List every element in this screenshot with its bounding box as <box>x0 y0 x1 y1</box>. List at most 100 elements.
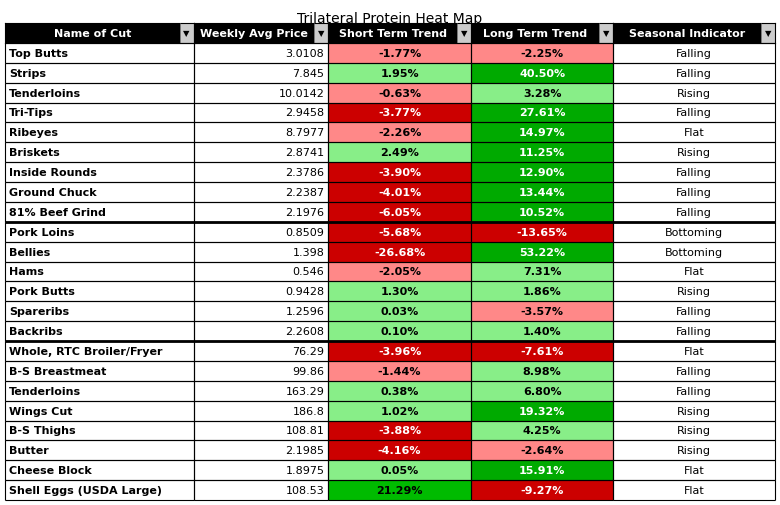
Bar <box>471 222 613 242</box>
Text: 0.546: 0.546 <box>292 267 324 277</box>
Bar <box>193 361 328 381</box>
Bar <box>328 341 471 361</box>
Bar <box>471 64 613 83</box>
Text: 53.22%: 53.22% <box>519 247 566 257</box>
Text: Butter: Butter <box>9 445 49 456</box>
Bar <box>5 104 193 123</box>
Text: 2.2608: 2.2608 <box>285 326 324 336</box>
Text: Falling: Falling <box>676 108 712 118</box>
Bar <box>193 104 328 123</box>
Bar <box>471 44 613 64</box>
Bar <box>5 163 193 183</box>
Bar <box>328 64 471 83</box>
Bar <box>193 440 328 461</box>
Text: Pork Butts: Pork Butts <box>9 287 75 297</box>
Bar <box>193 381 328 401</box>
Text: Name of Cut: Name of Cut <box>54 29 131 39</box>
Text: Falling: Falling <box>676 69 712 79</box>
Bar <box>328 421 471 440</box>
Text: Tenderloins: Tenderloins <box>9 88 81 98</box>
Bar <box>328 163 471 183</box>
Bar <box>328 183 471 203</box>
Text: Pork Loins: Pork Loins <box>9 227 74 237</box>
Bar <box>5 421 193 440</box>
Text: Rising: Rising <box>677 406 711 416</box>
Bar <box>193 24 314 44</box>
Text: 1.2596: 1.2596 <box>285 307 324 317</box>
Bar <box>179 24 193 44</box>
Bar <box>5 24 179 44</box>
Bar <box>761 24 775 44</box>
Bar <box>5 183 193 203</box>
Text: 1.398: 1.398 <box>292 247 324 257</box>
Text: Falling: Falling <box>676 208 712 217</box>
Text: Rising: Rising <box>677 445 711 456</box>
Bar <box>471 262 613 282</box>
Text: Long Term Trend: Long Term Trend <box>483 29 587 39</box>
Text: Flat: Flat <box>684 465 704 475</box>
Bar <box>328 143 471 163</box>
Bar <box>328 361 471 381</box>
Text: Flat: Flat <box>684 485 704 495</box>
Text: -1.44%: -1.44% <box>378 366 421 376</box>
Bar <box>613 222 775 242</box>
Bar <box>613 282 775 301</box>
Text: Cheese Block: Cheese Block <box>9 465 92 475</box>
Bar <box>613 322 775 341</box>
Bar <box>5 322 193 341</box>
Text: 4.25%: 4.25% <box>523 426 562 436</box>
Bar <box>471 440 613 461</box>
Text: 8.98%: 8.98% <box>523 366 562 376</box>
Bar <box>613 183 775 203</box>
Text: Shell Eggs (USDA Large): Shell Eggs (USDA Large) <box>9 485 162 495</box>
Bar <box>328 401 471 421</box>
Bar <box>471 341 613 361</box>
Text: -2.25%: -2.25% <box>520 48 564 59</box>
Bar <box>193 282 328 301</box>
Bar <box>328 83 471 104</box>
Text: 163.29: 163.29 <box>285 386 324 396</box>
Bar <box>328 203 471 222</box>
Text: 3.28%: 3.28% <box>523 88 562 98</box>
Bar <box>613 104 775 123</box>
Text: 0.03%: 0.03% <box>381 307 419 317</box>
Text: 1.86%: 1.86% <box>523 287 562 297</box>
Text: Flat: Flat <box>684 267 704 277</box>
Text: Hams: Hams <box>9 267 44 277</box>
Bar <box>328 322 471 341</box>
Bar <box>193 203 328 222</box>
Text: 14.97%: 14.97% <box>519 128 566 138</box>
Text: Inside Rounds: Inside Rounds <box>9 168 97 178</box>
Text: 6.80%: 6.80% <box>523 386 562 396</box>
Bar <box>471 123 613 143</box>
Bar <box>5 83 193 104</box>
Bar <box>471 461 613 480</box>
Bar <box>193 322 328 341</box>
Text: 10.52%: 10.52% <box>519 208 566 217</box>
Text: -0.63%: -0.63% <box>378 88 421 98</box>
Bar <box>471 322 613 341</box>
Bar <box>328 381 471 401</box>
Bar <box>5 461 193 480</box>
Text: 15.91%: 15.91% <box>519 465 566 475</box>
Text: 7.31%: 7.31% <box>523 267 562 277</box>
Text: 0.10%: 0.10% <box>381 326 419 336</box>
Bar <box>471 203 613 222</box>
Bar <box>613 163 775 183</box>
Bar <box>471 401 613 421</box>
Text: 7.845: 7.845 <box>292 69 324 79</box>
Text: 8.7977: 8.7977 <box>285 128 324 138</box>
Text: 2.3786: 2.3786 <box>285 168 324 178</box>
Bar <box>193 262 328 282</box>
Text: Whole, RTC Broiler/Fryer: Whole, RTC Broiler/Fryer <box>9 346 162 356</box>
Text: Ribeyes: Ribeyes <box>9 128 58 138</box>
Bar <box>193 301 328 322</box>
Text: Top Butts: Top Butts <box>9 48 68 59</box>
Text: 1.30%: 1.30% <box>381 287 419 297</box>
Text: -7.61%: -7.61% <box>520 346 564 356</box>
Text: -2.05%: -2.05% <box>378 267 421 277</box>
Text: 2.1976: 2.1976 <box>285 208 324 217</box>
Bar <box>5 222 193 242</box>
Text: -13.65%: -13.65% <box>516 227 568 237</box>
Bar <box>193 242 328 262</box>
